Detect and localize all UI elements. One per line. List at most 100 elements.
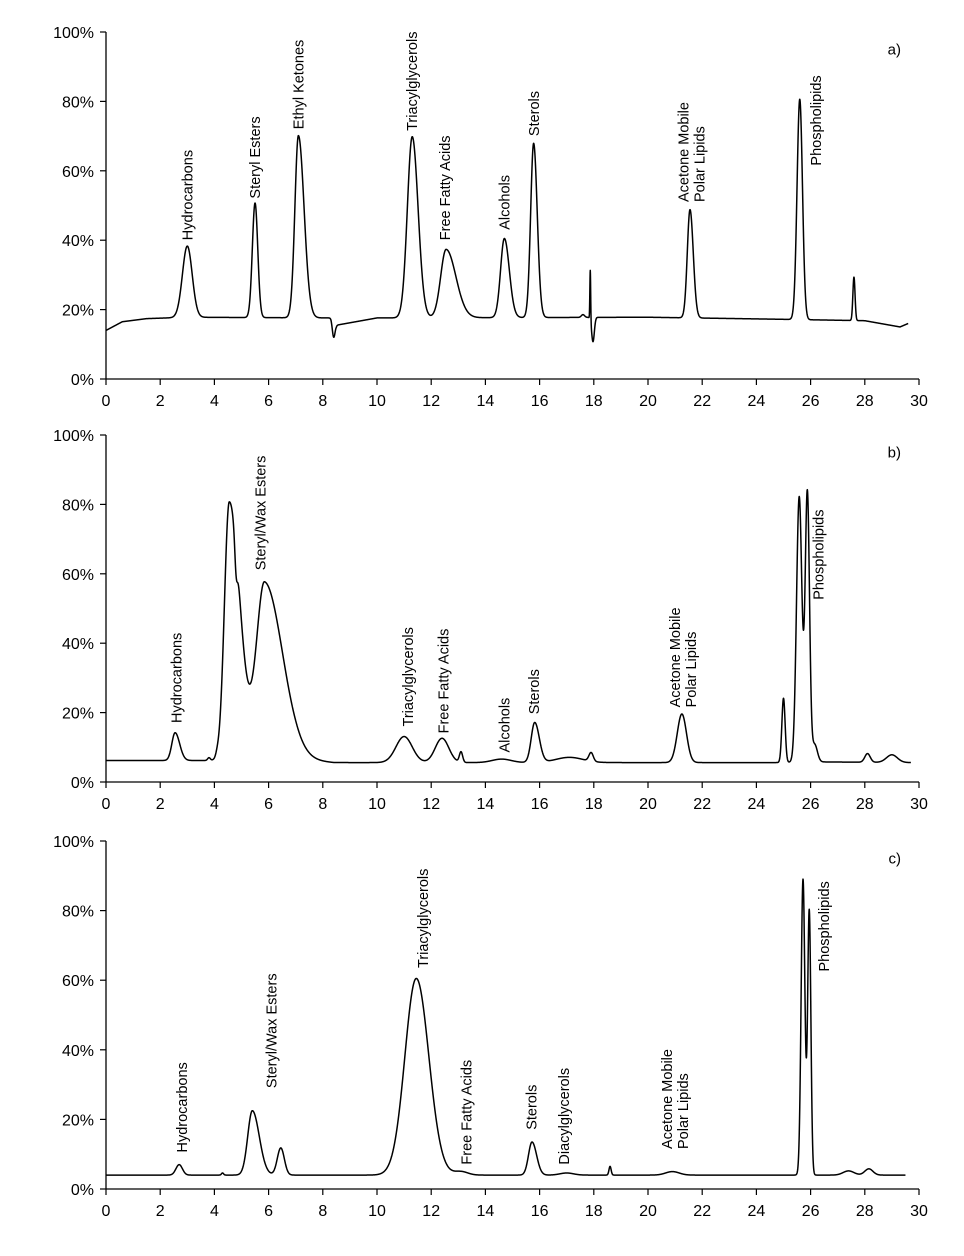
x-tick-label: 12 (422, 393, 440, 410)
peak-label-line: Alcohols (497, 175, 513, 230)
x-tick-label: 22 (693, 393, 711, 410)
y-tick-label: 20% (62, 303, 94, 320)
x-tick-label: 14 (477, 393, 495, 410)
x-tick-label: 8 (318, 1203, 327, 1220)
peak-label-line: Steryl/Wax Esters (264, 973, 280, 1088)
peak-label-line: Diacylglycerols (557, 1068, 573, 1165)
panel-a: 0%20%40%60%80%100%0 2 4 6 8 10 12 14 16 18 20 22 24 2… (53, 25, 928, 410)
peak-label-line: Phospholipids (812, 510, 828, 600)
x-tick-label: 12 (422, 1203, 440, 1220)
peak-label: Acetone MobilePolar Lipids (668, 607, 700, 707)
x-tick-label: 6 (264, 1203, 273, 1220)
panel-a-label: a) (888, 41, 901, 58)
peak-label: Alcohols (497, 175, 513, 230)
y-tick-label: 60% (62, 164, 94, 181)
x-tick-label: 20 (639, 393, 657, 410)
x-tick-label: 18 (585, 1203, 603, 1220)
panel-c: 0%20%40%60%80%100%0 2 4 6 8 10 12 14 16 18 20 22 24 2… (53, 834, 928, 1220)
y-tick-label: 0% (71, 775, 94, 792)
peak-label: Hydrocarbons (170, 633, 186, 723)
x-tick-label: 8 (318, 393, 327, 410)
x-tick-label: 0 (102, 796, 111, 813)
x-tick-label: 2 (156, 393, 165, 410)
peak-label: Steryl/Wax Esters (264, 973, 280, 1088)
panel-b: 0%20%40%60%80%100%0 2 4 6 8 10 12 14 16 18 20 22 24 2… (53, 428, 928, 813)
x-tick-label: 28 (856, 393, 874, 410)
peak-label: Triacylglycerols (416, 869, 432, 968)
x-tick-label: 20 (639, 1203, 657, 1220)
y-tick-label: 60% (62, 973, 94, 990)
y-tick-label: 60% (62, 567, 94, 584)
x-tick-label: 16 (531, 796, 549, 813)
y-tick-label: 40% (62, 1043, 94, 1060)
x-tick-label: 4 (210, 393, 219, 410)
peak-label-line: Sterols (525, 1085, 541, 1130)
peak-label-line: Acetone Mobile (660, 1049, 676, 1149)
x-tick-label: 6 (264, 393, 273, 410)
x-tick-label: 10 (368, 796, 386, 813)
peak-label-line: Hydrocarbons (175, 1062, 191, 1152)
x-tick-label: 26 (802, 796, 820, 813)
peak-label-line: Acetone Mobile (676, 102, 692, 202)
y-tick-label: 80% (62, 94, 94, 111)
peak-label: Steryl Esters (248, 116, 264, 198)
peak-label-line: Alcohols (497, 698, 513, 753)
peak-label-line: Polar Lipids (676, 1073, 692, 1149)
x-tick-label: 26 (802, 1203, 820, 1220)
peak-label: Sterols (527, 91, 543, 136)
peak-label: Diacylglycerols (557, 1068, 573, 1165)
x-tick-label: 18 (585, 796, 603, 813)
peak-label-line: Hydrocarbons (170, 633, 186, 723)
x-tick-label: 0 (102, 1203, 111, 1220)
x-tick-label: 18 (585, 393, 603, 410)
x-tick-label: 30 (910, 1203, 928, 1220)
y-tick-label: 40% (62, 233, 94, 250)
y-tick-label: 40% (62, 636, 94, 653)
peak-label: Ethyl Ketones (291, 40, 307, 129)
x-tick-label: 16 (531, 393, 549, 410)
panel-b-label: b) (888, 444, 901, 461)
y-tick-label: 0% (71, 1182, 94, 1199)
y-tick-label: 100% (53, 25, 94, 42)
peak-label-line: Steryl Esters (248, 116, 264, 198)
x-tick-label: 12 (422, 796, 440, 813)
peak-label-line: Sterols (527, 91, 543, 136)
x-tick-label: 26 (802, 393, 820, 410)
y-tick-label: 80% (62, 497, 94, 514)
peak-label: Acetone MobilePolar Lipids (660, 1049, 692, 1149)
peak-label: Triacylglycerols (405, 32, 421, 131)
y-tick-label: 100% (53, 428, 94, 445)
peak-label-line: Triacylglycerols (416, 869, 432, 968)
x-tick-label: 8 (318, 796, 327, 813)
x-tick-label: 10 (368, 1203, 386, 1220)
peak-label-line: Free Fatty Acids (436, 629, 452, 734)
x-tick-label: 10 (368, 393, 386, 410)
y-tick-label: 20% (62, 706, 94, 723)
x-tick-label: 16 (531, 1203, 549, 1220)
x-tick-label: 24 (748, 1203, 766, 1220)
y-tick-label: 80% (62, 904, 94, 921)
peak-label: Hydrocarbons (180, 150, 196, 240)
peak-label: Steryl/Wax Esters (254, 456, 270, 571)
peak-label: Free Fatty Acids (436, 629, 452, 734)
y-tick-label: 0% (71, 372, 94, 389)
peak-label-line: Hydrocarbons (180, 150, 196, 240)
x-tick-label: 24 (748, 393, 766, 410)
x-tick-label: 28 (856, 796, 874, 813)
x-tick-label: 4 (210, 1203, 219, 1220)
panel-b-chromatogram-trace (105, 488, 912, 764)
x-tick-label: 24 (748, 796, 766, 813)
x-tick-label: 6 (264, 796, 273, 813)
peak-label-line: Free Fatty Acids (438, 135, 454, 240)
x-tick-label: 22 (693, 1203, 711, 1220)
panel-c-chromatogram-trace (105, 878, 907, 1176)
x-tick-label: 30 (910, 796, 928, 813)
x-tick-label: 4 (210, 796, 219, 813)
panel-c-label: c) (889, 850, 902, 867)
x-tick-label: 20 (639, 796, 657, 813)
peak-label: Free Fatty Acids (438, 135, 454, 240)
peak-label-line: Triacylglycerols (401, 627, 417, 726)
x-tick-label: 2 (156, 1203, 165, 1220)
